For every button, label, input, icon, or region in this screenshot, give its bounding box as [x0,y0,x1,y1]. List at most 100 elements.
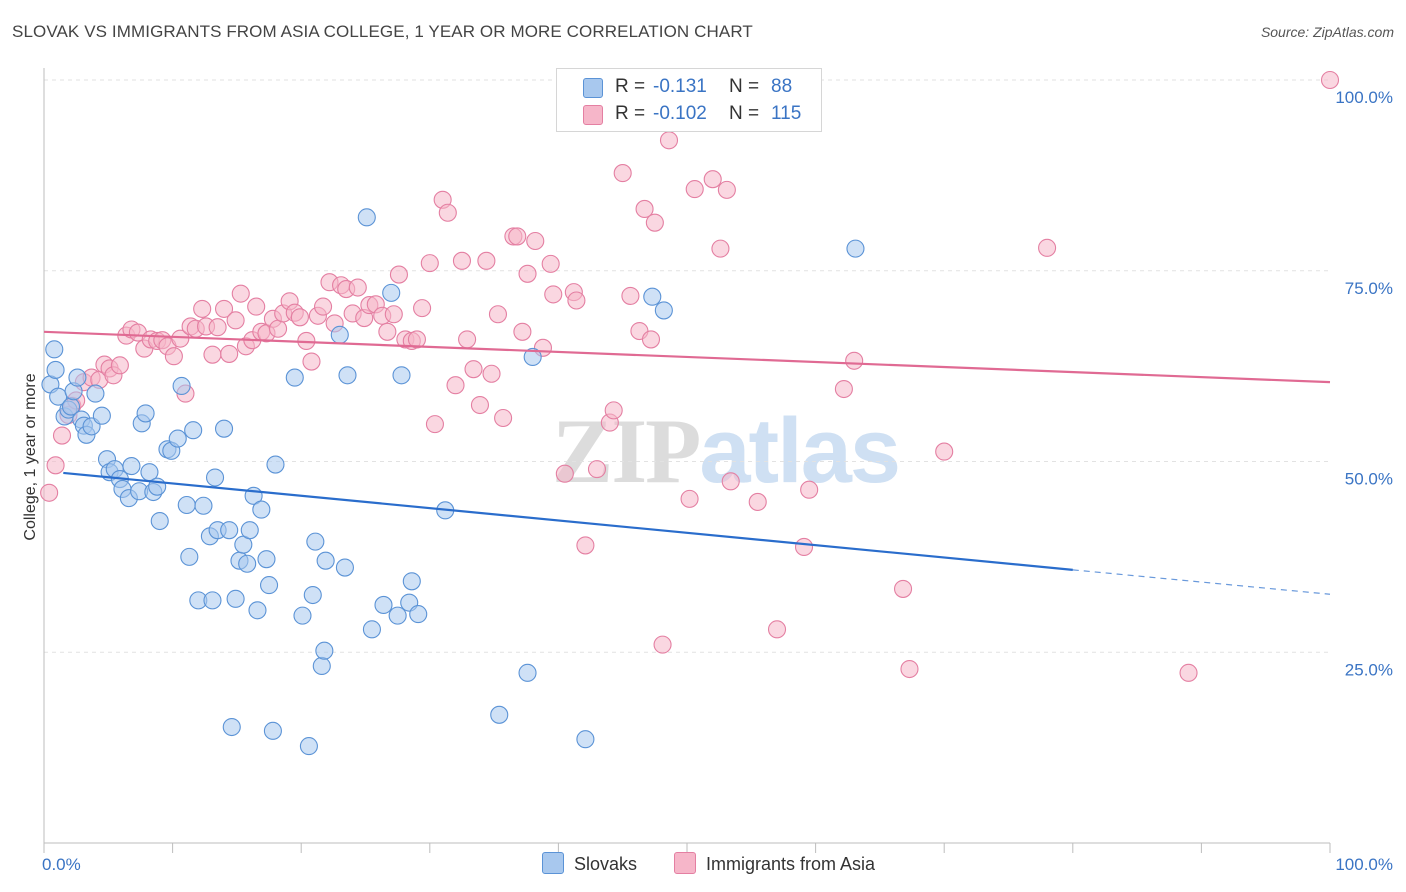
slovak-point-28 [150,511,169,531]
asia-point-32 [226,311,245,330]
asia-point-104 [703,170,722,189]
slovak-point-49 [240,521,259,540]
asia-point-73 [464,360,483,379]
slovak-point-63 [315,641,334,660]
asia-point-48 [314,297,333,316]
asia-point-110 [794,537,814,557]
asia-point-95 [621,286,640,305]
slovak-point-55 [263,721,282,740]
asia-point-82 [518,264,537,283]
asia-point-46 [302,352,321,371]
slovak-point-56 [266,455,285,474]
asia-point-64 [407,330,426,349]
asia-point-26 [193,299,212,318]
slovak-point-51 [248,601,267,620]
watermark: ZIPatlas [552,398,901,504]
asia-point-99 [645,213,664,232]
slovak-point-75 [402,572,421,591]
asia-point-100 [653,635,672,654]
slovak-point-32 [172,376,191,396]
slovak-point-54 [259,576,279,595]
asia-point-85 [541,254,560,273]
slovak-point-53 [257,550,276,569]
asia-point-118 [1179,663,1198,682]
asia-point-66 [420,254,439,273]
asia-point-78 [494,408,513,428]
slovak-point-43 [220,521,239,540]
asia-point-90 [576,536,595,555]
trend-line-slovaks-extrapolated [1072,569,1331,595]
asia-point-112 [834,379,853,399]
trend-lines [43,330,1331,595]
legend-swatch-immigrants-from-asia [583,105,603,125]
asia-point-69 [438,203,457,222]
bottom-legend-immigrants-from-asia: Immigrants from Asia [674,852,875,875]
slovak-point-1 [45,340,64,359]
asia-point-93 [604,401,623,420]
legend-r-value: -0.131 [653,76,707,97]
series-slovaks [41,208,865,756]
asia-point-33 [231,284,250,303]
asia-point-111 [800,480,819,499]
asia-point-86 [544,285,563,304]
slovak-point-34 [180,547,199,566]
asia-point-2 [52,426,72,445]
slovak-point-73 [392,366,411,385]
legend-r-label: R = [615,103,646,124]
asia-point-31 [220,344,239,363]
asia-point-91 [587,460,607,479]
y-tick-label-3: 100.0% [1335,88,1393,107]
asia-point-12 [110,356,129,375]
slovak-point-21 [122,457,141,476]
asia-point-87 [555,464,574,483]
slovak-point-52 [252,500,271,519]
asia-point-76 [482,364,501,383]
asia-point-114 [893,579,913,598]
asia-point-94 [613,164,632,183]
asia-point-115 [900,659,919,679]
slovak-point-70 [374,595,393,614]
legend-n-value: 115 [771,103,802,124]
slovak-point-79 [518,663,537,682]
asia-point-102 [680,489,699,508]
x-ticks [43,843,1331,853]
slovak-point-71 [382,283,401,302]
slovak-point-57 [285,368,304,387]
asia-point-103 [685,180,704,199]
asia-point-80 [508,227,527,246]
asia-point-81 [513,322,532,341]
slovak-point-81 [576,730,595,749]
slovak-point-31 [168,429,187,448]
slovak-point-24 [136,404,155,423]
slovak-point-65 [330,325,349,344]
slovak-point-82 [643,287,662,306]
slovak-point-67 [338,366,357,385]
asia-point-83 [526,231,545,251]
watermark-zip: ZIP [552,400,701,502]
asia-point-67 [425,415,444,434]
x-tick-label-min: 0.0% [42,855,81,874]
asia-point-65 [413,299,432,318]
asia-point-59 [378,322,397,341]
series-immigrants-from-asia [40,70,1340,682]
slovak-point-83 [654,301,673,320]
slovak-point-66 [335,558,354,577]
legend-n-label: N = [729,103,760,124]
asia-point-74 [470,395,490,415]
slovak-point-68 [357,208,376,227]
legend: R = -0.131 N = 88 R = -0.102 N = 115 [556,68,822,132]
asia-point-97 [635,199,654,218]
slovak-point-2 [46,360,65,379]
bottom-legend-slovaks: Slovaks [542,852,637,875]
asia-point-106 [717,180,736,199]
slovak-point-61 [306,532,325,551]
asia-point-108 [748,492,767,511]
slovak-point-40 [205,468,225,487]
asia-point-89 [567,291,586,310]
slovak-point-35 [184,421,203,440]
y-tick-label-2: 75.0% [1345,279,1393,298]
legend-row-immigrants-from-asia: R = -0.102 N = 115 [557,100,821,128]
slovak-point-39 [203,591,222,610]
y-axis-label: College, 1 year or more [22,373,39,540]
